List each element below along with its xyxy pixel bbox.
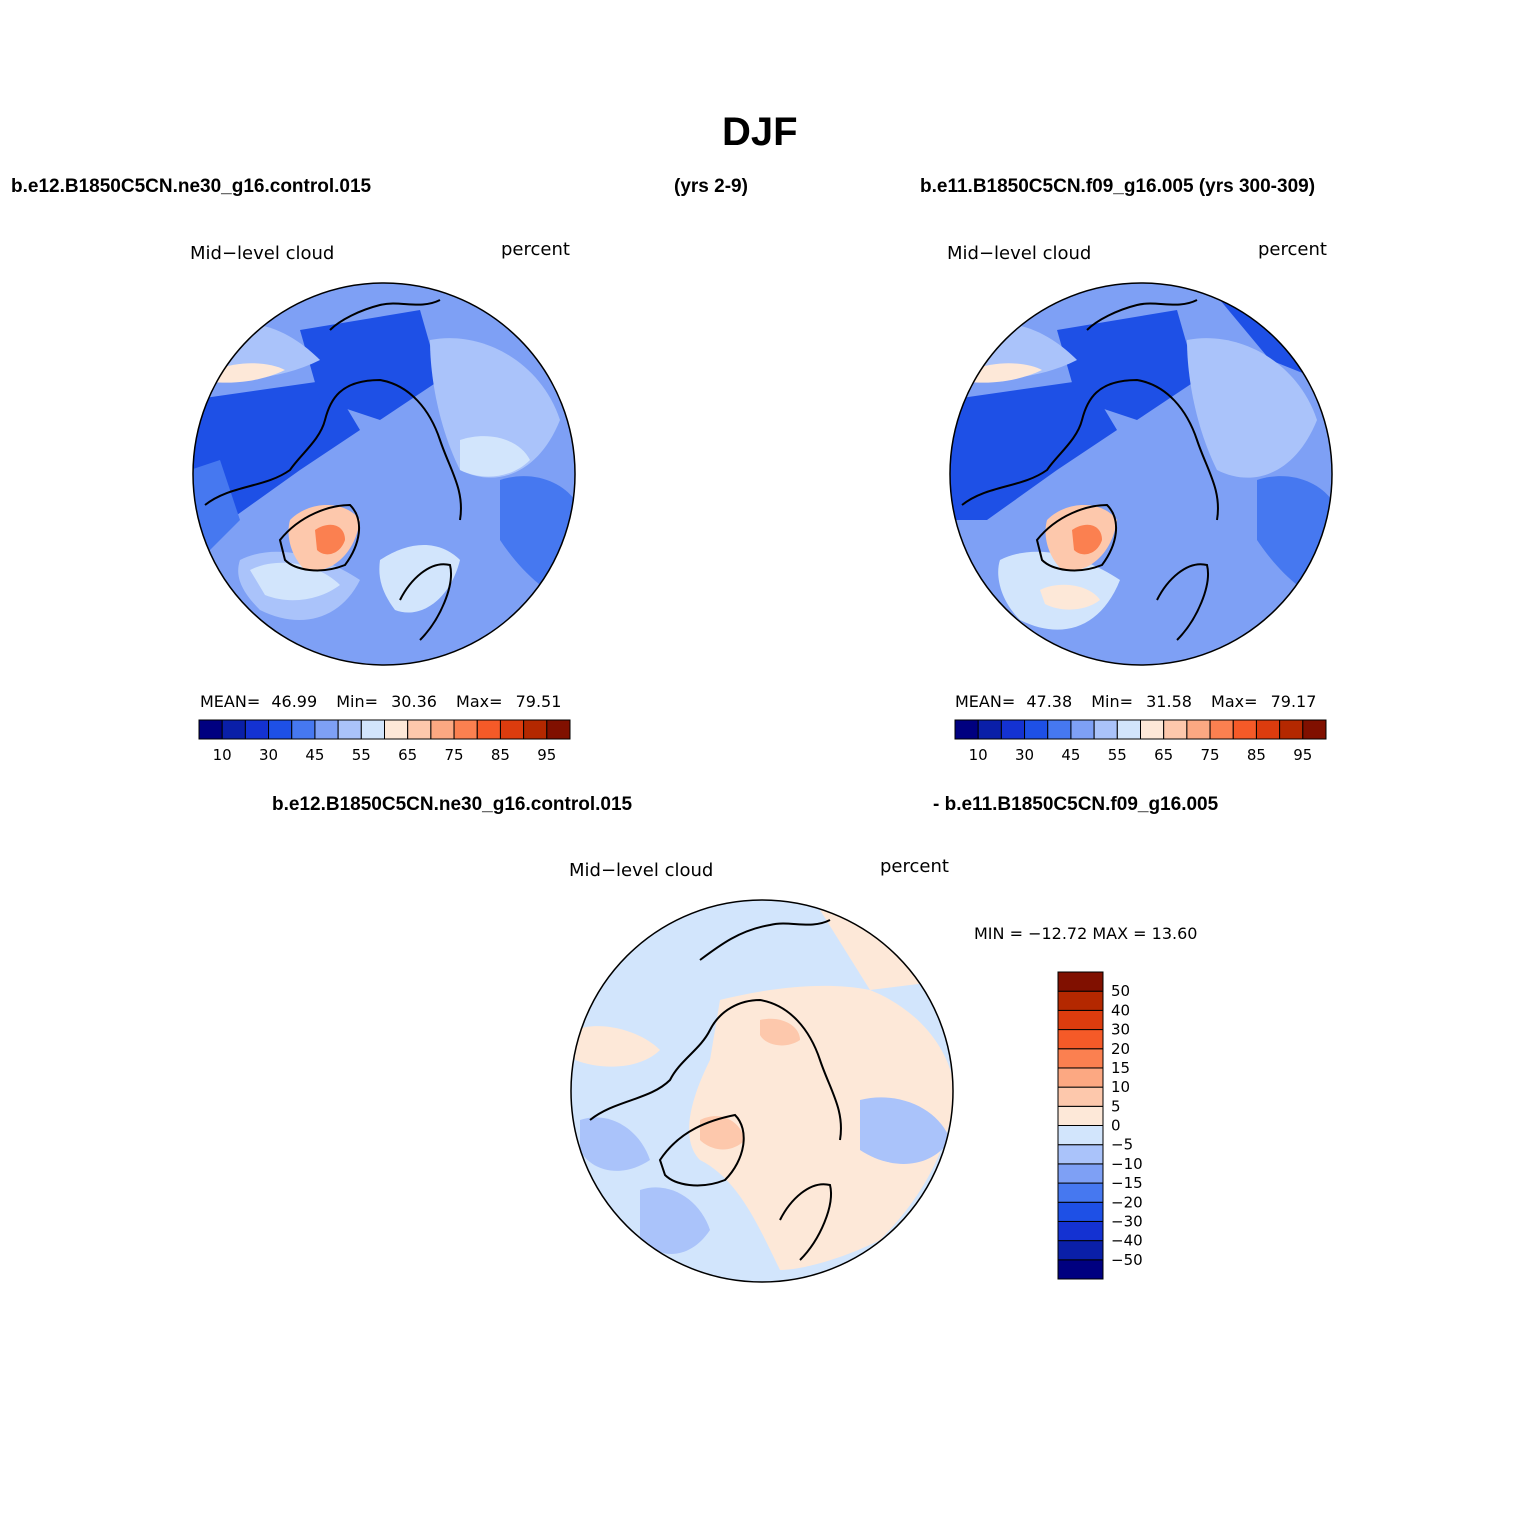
diff-units: percent xyxy=(880,856,949,877)
colorbar1-tick-label: 85 xyxy=(491,746,510,764)
colorbar-diff-swatch xyxy=(1057,1220,1104,1242)
panel1-min: 30.36 xyxy=(391,692,437,711)
diff-right-title: - b.e11.B1850C5CN.f09_g16.005 xyxy=(933,794,1219,815)
colorbar-diff-tick-label: −50 xyxy=(1111,1251,1143,1269)
colorbar1-tick-label: 45 xyxy=(305,746,324,764)
panel2-mean: 47.38 xyxy=(1026,692,1073,711)
colorbar-diff-swatch xyxy=(1057,1163,1104,1184)
colorbar-diff-tick-label: −15 xyxy=(1111,1174,1143,1192)
left-years-title: (yrs 2-9) xyxy=(674,176,748,197)
colorbar-diff-swatch xyxy=(1057,1009,1104,1031)
colorbar-diff-tick-label: 20 xyxy=(1111,1040,1130,1058)
panel2-min-label: Min= xyxy=(1091,692,1134,711)
page-title: DJF xyxy=(722,110,798,154)
colorbar2-tick-label: 65 xyxy=(1154,746,1173,764)
colorbar2-swatch xyxy=(1302,719,1327,740)
panel1-mean: 46.99 xyxy=(271,692,318,711)
colorbar1-tick-label: 55 xyxy=(352,746,371,764)
colorbar-diff-tick-label: 0 xyxy=(1111,1117,1121,1135)
colorbar-diff-tick-label: −5 xyxy=(1111,1136,1133,1154)
right-case-title: b.e11.B1850C5CN.f09_g16.005 (yrs 300-309… xyxy=(920,176,1316,197)
colorbar-diff-swatch xyxy=(1057,1125,1104,1146)
colorbar-diff-tick-label: −10 xyxy=(1111,1155,1143,1173)
colorbar-diff-tick-label: 5 xyxy=(1111,1097,1121,1115)
colorbar-diff-tick-label: 30 xyxy=(1111,1021,1130,1039)
colorbar-diff-swatch xyxy=(1057,1182,1104,1203)
panel2-max: 79.17 xyxy=(1270,692,1317,711)
panel1-max: 79.51 xyxy=(515,692,562,711)
panel2-max-label: Max= xyxy=(1211,692,1258,711)
panel1-max-label: Max= xyxy=(456,692,503,711)
colorbar-diff-swatch xyxy=(1057,1029,1104,1050)
colorbar-diff-tick-label: 40 xyxy=(1111,1001,1130,1019)
panel1-min-label: Min= xyxy=(336,692,379,711)
diff-left-title: b.e12.B1850C5CN.ne30_g16.control.015 xyxy=(272,794,633,815)
colorbar-diff-swatch xyxy=(1057,1048,1104,1069)
panel1-units: percent xyxy=(501,239,570,260)
colorbar1-tick-label: 65 xyxy=(398,746,417,764)
colorbar-diff-swatch xyxy=(1057,1067,1104,1088)
panel2-variable: Mid−level cloud xyxy=(947,243,1092,264)
panel1-mean-label: MEAN= xyxy=(200,692,261,711)
colorbar2-tick-label: 75 xyxy=(1201,746,1220,764)
panel2-units: percent xyxy=(1258,239,1327,260)
colorbar1-swatch xyxy=(546,719,571,740)
colorbar1-tick-label: 30 xyxy=(259,746,278,764)
colorbar2-tick-label: 95 xyxy=(1293,746,1312,764)
colorbar-diff-tick-label: −30 xyxy=(1111,1212,1143,1230)
colorbar1-tick-label: 75 xyxy=(445,746,464,764)
colorbar2-tick-label: 30 xyxy=(1015,746,1034,764)
colorbar-diff-swatch xyxy=(1057,990,1104,1011)
colorbar1-tick-label: 10 xyxy=(213,746,232,764)
colorbar-diff-swatch xyxy=(1057,1259,1104,1280)
colorbar-diff-tick-label: −40 xyxy=(1111,1232,1143,1250)
diff-minmax: MIN = −12.72 MAX = 13.60 xyxy=(974,924,1198,943)
colorbar1-tick-label: 95 xyxy=(537,746,556,764)
left-case-title: b.e12.B1850C5CN.ne30_g16.control.015 xyxy=(11,176,372,197)
colorbar2-tick-label: 45 xyxy=(1061,746,1080,764)
colorbar-diff-tick-label: 15 xyxy=(1111,1059,1130,1077)
colorbar-diff-swatch xyxy=(1057,1240,1104,1261)
colorbar-diff-swatch xyxy=(1057,971,1104,992)
colorbar2-tick-label: 10 xyxy=(969,746,988,764)
diff-variable: Mid−level cloud xyxy=(569,860,714,881)
colorbar2-tick-label: 85 xyxy=(1247,746,1266,764)
colorbar-diff-swatch xyxy=(1057,1105,1104,1126)
colorbar-diff-tick-label: −20 xyxy=(1111,1193,1143,1211)
panel1-variable: Mid−level cloud xyxy=(190,243,335,264)
colorbar-diff-tick-label: 50 xyxy=(1111,982,1130,1000)
panel1-stats: MEAN= 46.99 Min= 30.36 Max= 79.51 xyxy=(200,692,561,711)
colorbar-diff-swatch xyxy=(1057,1201,1104,1222)
colorbar-diff-swatch xyxy=(1057,1144,1104,1165)
panel2-mean-label: MEAN= xyxy=(955,692,1016,711)
colorbar-diff-swatch xyxy=(1057,1086,1104,1107)
colorbar-diff-tick-label: 10 xyxy=(1111,1078,1130,1096)
panel2-stats: MEAN= 47.38 Min= 31.58 Max= 79.17 xyxy=(955,692,1316,711)
panel2-min: 31.58 xyxy=(1146,692,1192,711)
colorbar2-tick-label: 55 xyxy=(1108,746,1127,764)
